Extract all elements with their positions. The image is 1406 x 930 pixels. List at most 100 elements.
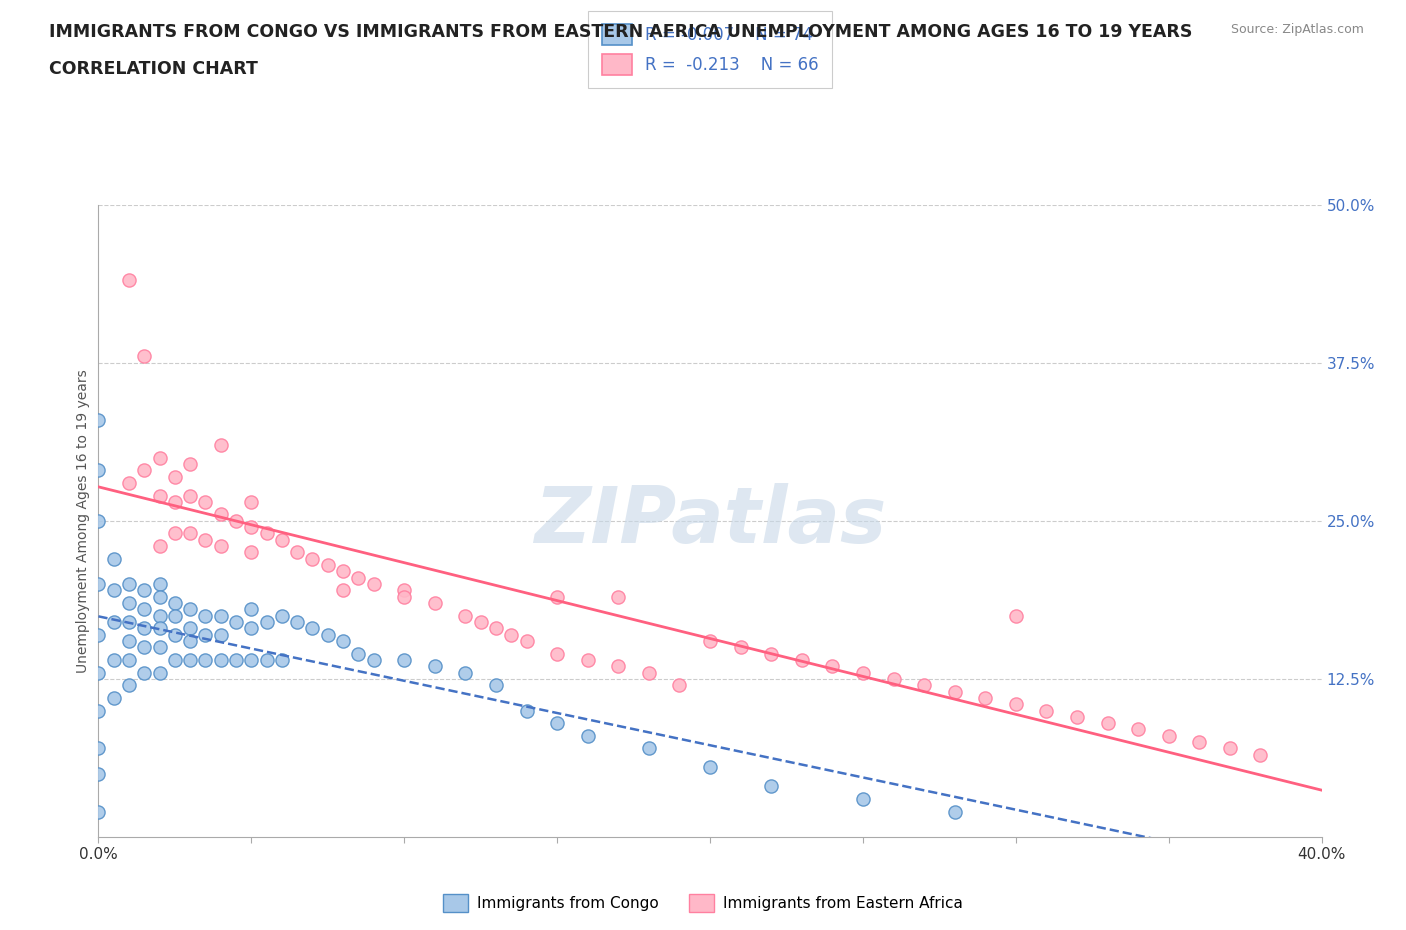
Point bbox=[103, 551, 125, 566]
Point bbox=[1219, 741, 1241, 756]
Point bbox=[240, 602, 263, 617]
Point bbox=[392, 583, 416, 598]
Point bbox=[285, 545, 308, 560]
Point bbox=[134, 349, 156, 364]
Point bbox=[149, 538, 172, 553]
Point bbox=[179, 526, 201, 541]
Point bbox=[149, 488, 172, 503]
Point bbox=[347, 570, 370, 585]
Point bbox=[943, 684, 966, 699]
Point bbox=[347, 646, 370, 661]
Point bbox=[149, 665, 172, 680]
Point bbox=[668, 678, 690, 693]
Point bbox=[87, 766, 110, 781]
Point bbox=[87, 463, 110, 478]
Point bbox=[270, 608, 292, 623]
Point bbox=[1128, 722, 1150, 737]
Point bbox=[546, 646, 568, 661]
Point bbox=[87, 627, 110, 642]
Point bbox=[256, 653, 278, 668]
Point bbox=[943, 804, 966, 819]
Point bbox=[149, 608, 172, 623]
Point bbox=[454, 665, 477, 680]
Point bbox=[87, 665, 110, 680]
Point bbox=[392, 590, 416, 604]
Point bbox=[149, 590, 172, 604]
Point bbox=[485, 678, 508, 693]
Point bbox=[103, 653, 125, 668]
Point bbox=[240, 520, 263, 535]
Point bbox=[852, 791, 875, 806]
Point bbox=[103, 615, 125, 630]
Point bbox=[87, 741, 110, 756]
Point bbox=[332, 564, 354, 578]
Point bbox=[363, 577, 385, 591]
Point bbox=[316, 627, 339, 642]
Point bbox=[759, 646, 782, 661]
Point bbox=[240, 621, 263, 636]
Point bbox=[87, 804, 110, 819]
Point bbox=[118, 633, 141, 648]
Point bbox=[163, 526, 186, 541]
Point bbox=[546, 590, 568, 604]
Point bbox=[179, 457, 201, 472]
Point bbox=[301, 621, 323, 636]
Point bbox=[240, 495, 263, 510]
Point bbox=[118, 475, 141, 490]
Point bbox=[87, 703, 110, 718]
Point bbox=[118, 273, 141, 288]
Point bbox=[699, 633, 721, 648]
Point bbox=[332, 633, 354, 648]
Point bbox=[194, 627, 217, 642]
Point bbox=[759, 779, 782, 794]
Point bbox=[607, 590, 630, 604]
Point bbox=[607, 658, 630, 673]
Point bbox=[209, 653, 232, 668]
Point bbox=[637, 741, 661, 756]
Point bbox=[270, 653, 292, 668]
Point bbox=[501, 627, 523, 642]
Point bbox=[209, 437, 232, 452]
Point bbox=[118, 615, 141, 630]
Point bbox=[134, 602, 156, 617]
Point bbox=[179, 633, 201, 648]
Point bbox=[699, 760, 721, 775]
Point bbox=[118, 595, 141, 610]
Point bbox=[134, 665, 156, 680]
Point bbox=[790, 653, 813, 668]
Point bbox=[240, 653, 263, 668]
Point bbox=[1097, 716, 1119, 731]
Point bbox=[163, 469, 186, 484]
Text: IMMIGRANTS FROM CONGO VS IMMIGRANTS FROM EASTERN AFRICA UNEMPLOYMENT AMONG AGES : IMMIGRANTS FROM CONGO VS IMMIGRANTS FROM… bbox=[49, 23, 1192, 41]
Point bbox=[134, 621, 156, 636]
Point bbox=[103, 690, 125, 705]
Point bbox=[149, 640, 172, 655]
Point bbox=[516, 703, 538, 718]
Legend: Immigrants from Congo, Immigrants from Eastern Africa: Immigrants from Congo, Immigrants from E… bbox=[437, 888, 969, 918]
Point bbox=[209, 538, 232, 553]
Point bbox=[637, 665, 661, 680]
Point bbox=[546, 716, 568, 731]
Text: ZIPatlas: ZIPatlas bbox=[534, 483, 886, 559]
Point bbox=[516, 633, 538, 648]
Point bbox=[179, 653, 201, 668]
Point bbox=[209, 507, 232, 522]
Point bbox=[332, 583, 354, 598]
Legend: R = -0.007    N = 74, R =  -0.213    N = 66: R = -0.007 N = 74, R = -0.213 N = 66 bbox=[588, 10, 832, 88]
Point bbox=[1004, 608, 1026, 623]
Point bbox=[149, 621, 172, 636]
Point bbox=[240, 545, 263, 560]
Point bbox=[256, 526, 278, 541]
Point bbox=[194, 653, 217, 668]
Point bbox=[163, 595, 186, 610]
Point bbox=[163, 627, 186, 642]
Point bbox=[134, 463, 156, 478]
Point bbox=[194, 532, 217, 547]
Point bbox=[852, 665, 875, 680]
Point bbox=[225, 615, 247, 630]
Point bbox=[423, 595, 446, 610]
Point bbox=[285, 615, 308, 630]
Point bbox=[179, 488, 201, 503]
Point bbox=[1004, 697, 1026, 711]
Point bbox=[1188, 735, 1211, 750]
